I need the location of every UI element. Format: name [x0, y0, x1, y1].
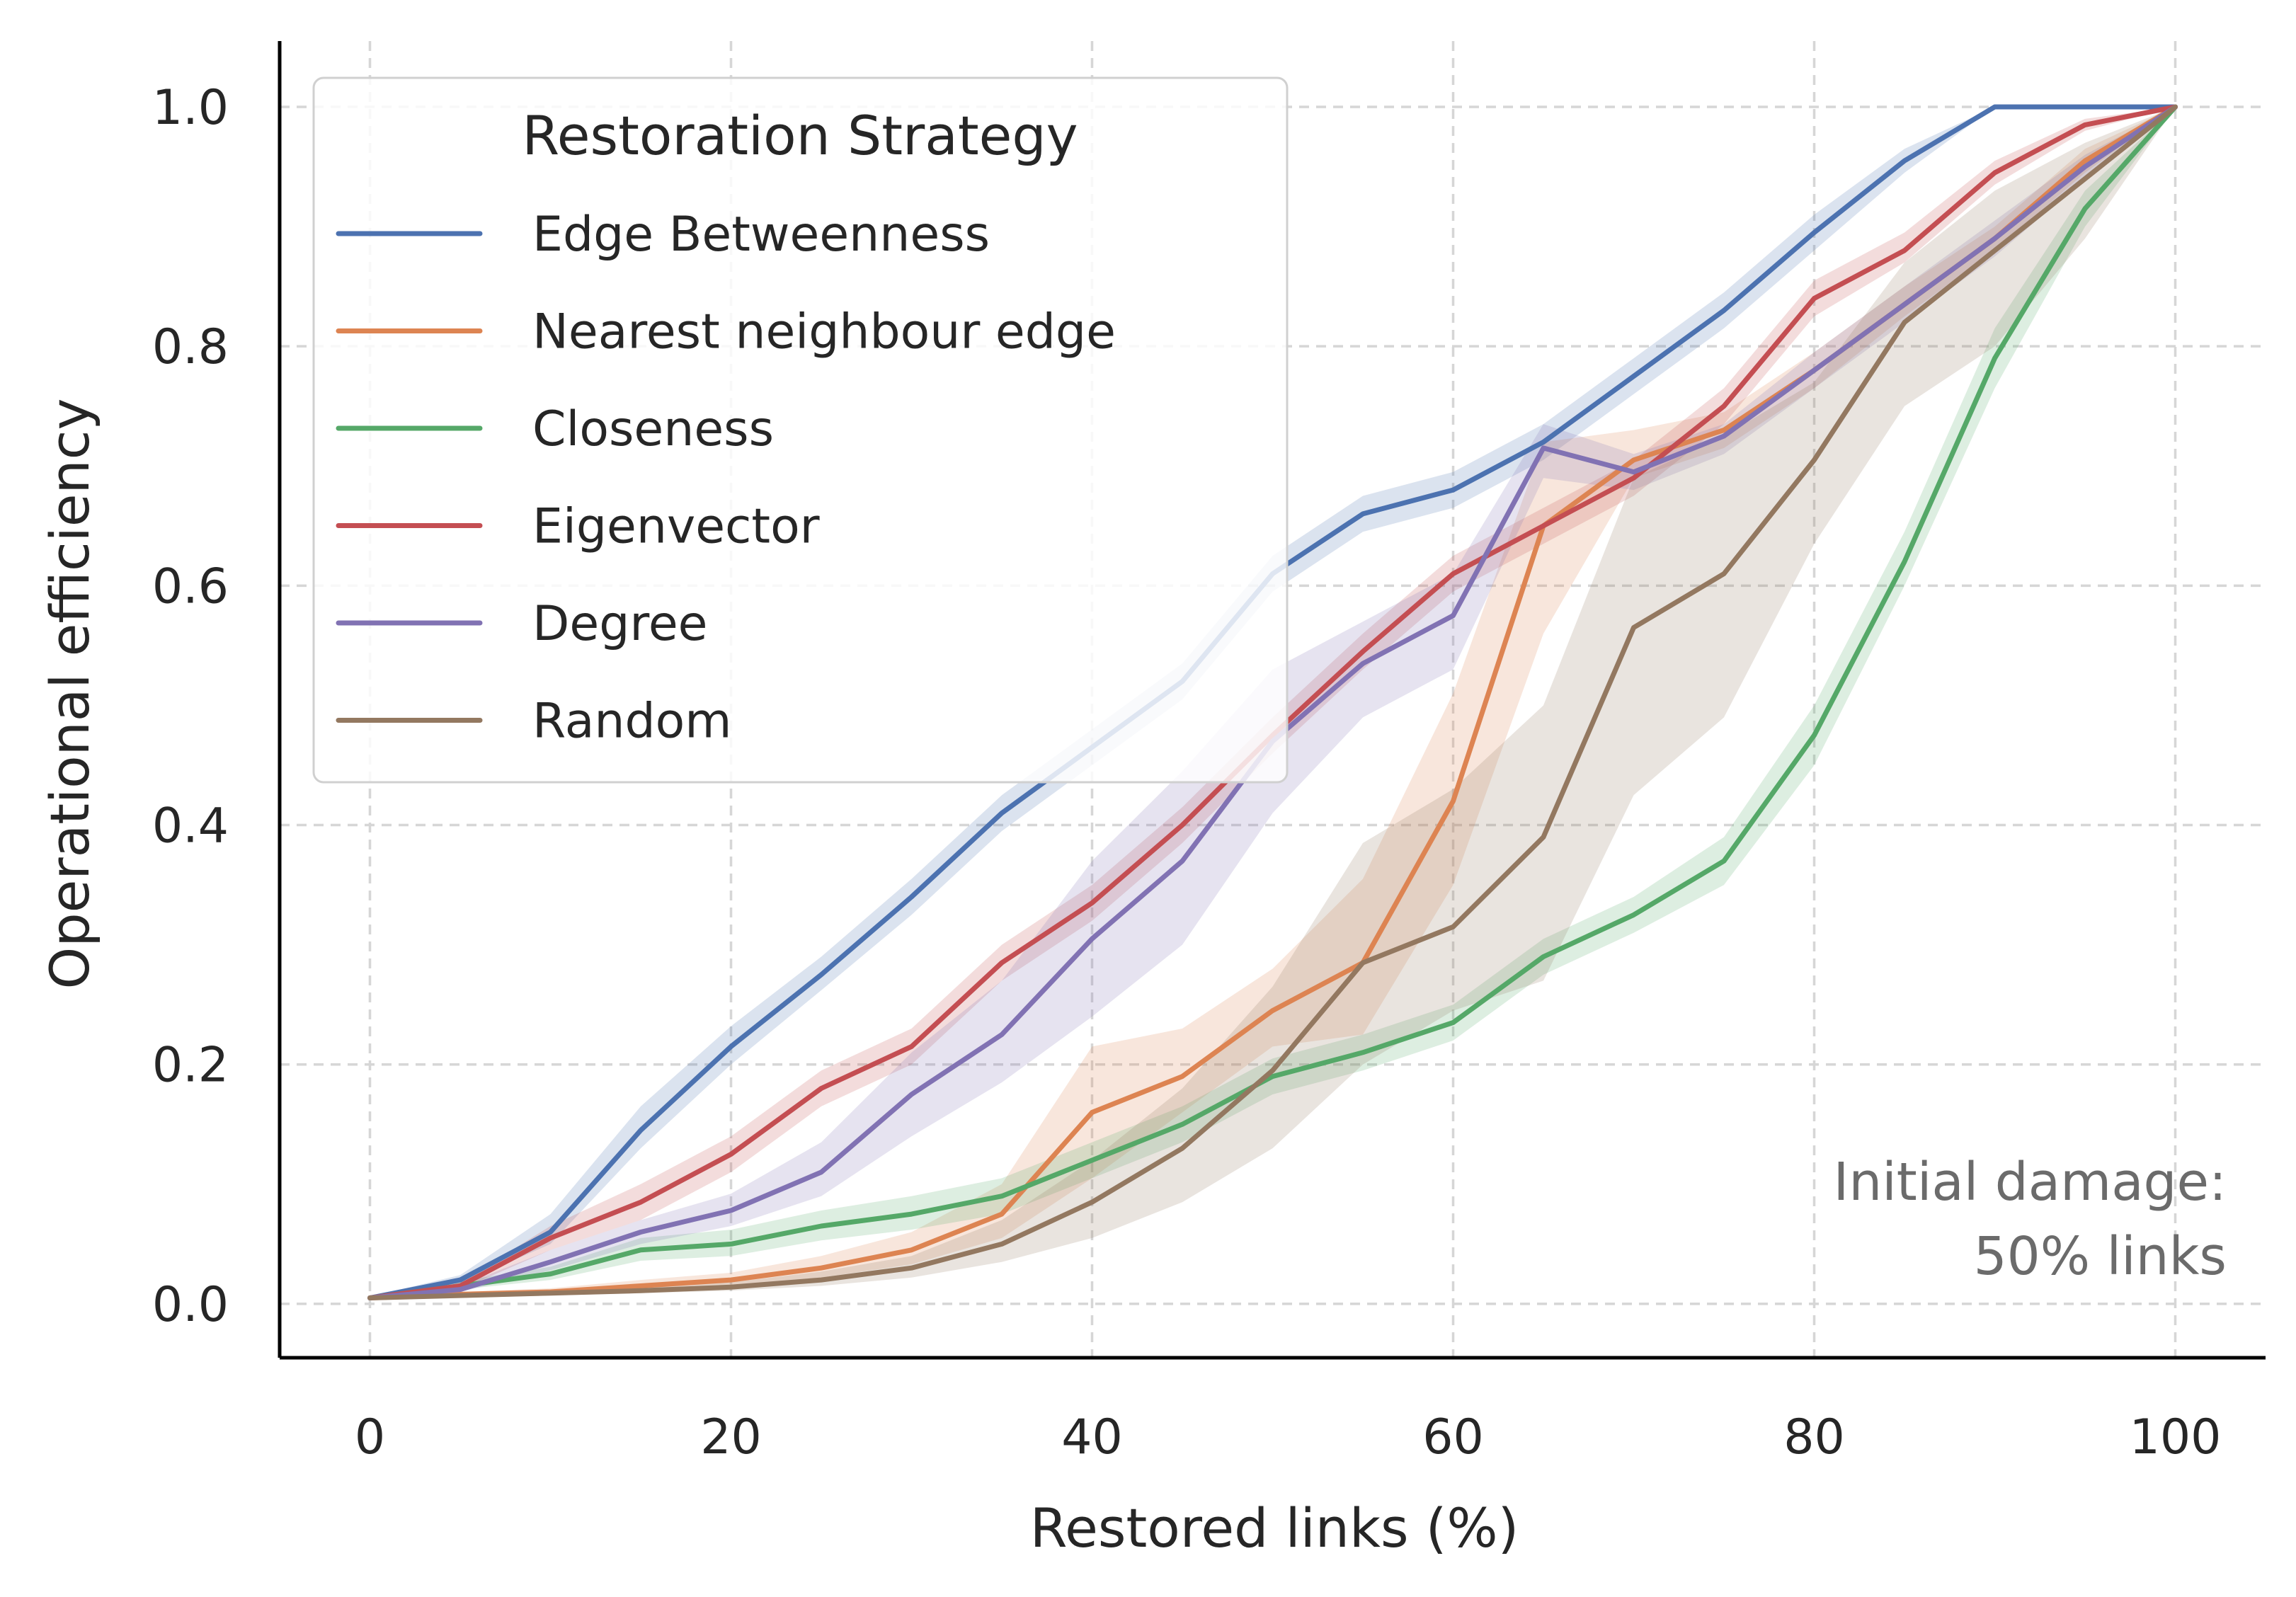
legend-entry-random: Random [336, 694, 732, 750]
band-random [370, 107, 2176, 1300]
x-tick-label: 40 [1061, 1409, 1123, 1465]
legend-label: Closeness [532, 401, 774, 457]
x-tick-label: 20 [700, 1409, 762, 1465]
tick-labels: 0 20 40 60 80 100 0.0 0.2 0.4 0.6 0.8 1.0 [152, 80, 2222, 1465]
legend-title: Restoration Strategy [522, 104, 1078, 167]
legend-label: Random [532, 694, 732, 750]
annotation-line-2: 50% links [1974, 1226, 2227, 1287]
axes [278, 41, 2266, 1360]
legend-box [312, 76, 1289, 784]
band-closeness [370, 107, 2176, 1300]
y-tick-label: 0.8 [152, 319, 229, 375]
y-tick-label: 0.2 [152, 1038, 229, 1094]
annotation: Initial damage: 50% links [1834, 1152, 2227, 1287]
y-axis-label: Operational efficiency [38, 399, 101, 990]
y-tick-label: 1.0 [152, 80, 229, 136]
y-tick-label: 0.0 [152, 1277, 229, 1333]
legend-label: Nearest neighbour edge [532, 304, 1116, 360]
x-tick-label: 80 [1783, 1409, 1845, 1465]
y-tick-label: 0.6 [152, 559, 229, 614]
line-closeness [367, 104, 2178, 1300]
line-random [367, 104, 2178, 1300]
legend-entry-closeness: Closeness [336, 401, 774, 457]
x-tick-label: 60 [1422, 1409, 1484, 1465]
x-axis-label: Restored links (%) [1030, 1496, 1519, 1559]
x-tick-label: 0 [355, 1409, 385, 1465]
legend-entry-degree: Degree [336, 596, 708, 652]
legend-entry-nearest-neighbour-edge: Nearest neighbour edge [336, 304, 1116, 360]
legend-label: Eigenvector [532, 499, 820, 555]
legend-entry-edge-betweenness: Edge Betweenness [336, 207, 990, 263]
legend: Restoration Strategy Edge Betweenness Nea… [312, 76, 1289, 784]
annotation-line-1: Initial damage: [1834, 1152, 2227, 1213]
y-tick-label: 0.4 [152, 798, 229, 854]
legend-entries: Edge Betweenness Nearest neighbour edge Cl… [336, 207, 1116, 750]
legend-label: Degree [532, 596, 708, 652]
x-tick-label: 100 [2130, 1409, 2222, 1465]
legend-label: Edge Betweenness [532, 207, 990, 263]
legend-entry-eigenvector: Eigenvector [336, 499, 820, 555]
